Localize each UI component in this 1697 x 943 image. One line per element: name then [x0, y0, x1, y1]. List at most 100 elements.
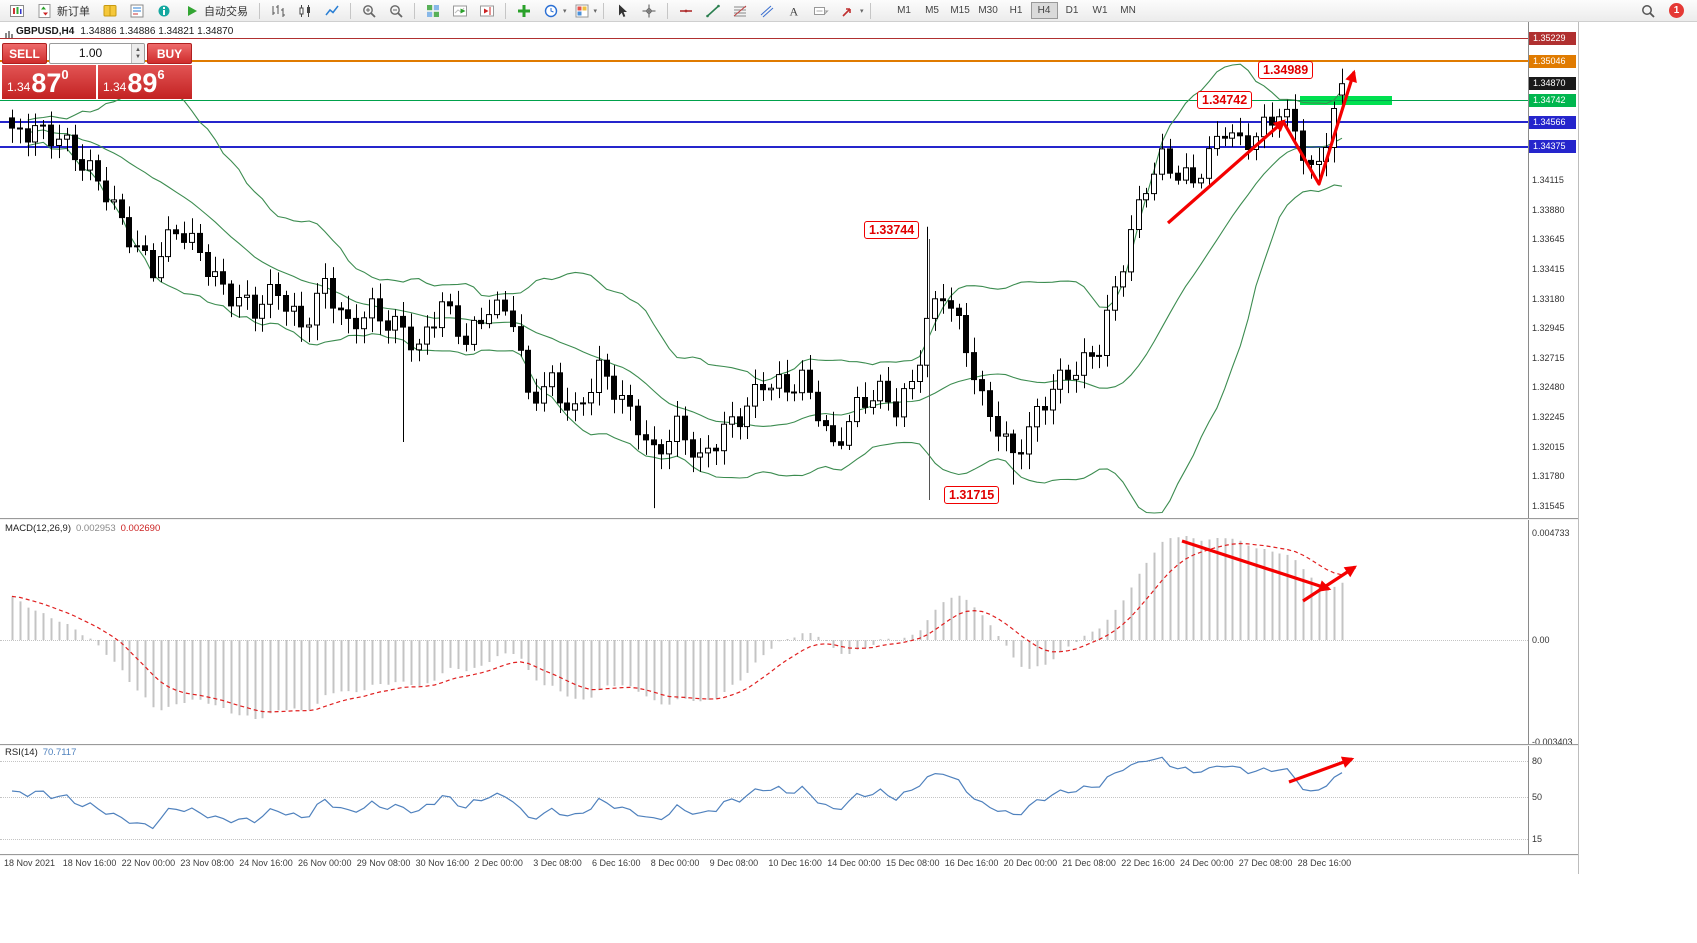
- macd-subwindow[interactable]: [0, 520, 1528, 744]
- price-axis-badge: 1.34566: [1529, 115, 1576, 129]
- crosshair-icon[interactable]: [637, 2, 661, 20]
- ask-sup-digit: 6: [157, 67, 165, 82]
- stepper-down-icon[interactable]: ▼: [135, 53, 141, 60]
- candlestick-chart-icon[interactable]: [293, 2, 317, 20]
- toolbar-separator: [869, 2, 871, 19]
- price-line[interactable]: [0, 121, 1528, 124]
- sell-button[interactable]: SELL: [2, 43, 47, 64]
- macd-value-main: 0.002953: [76, 523, 116, 534]
- zoom-in-icon[interactable]: [357, 2, 381, 20]
- fibonacci-tool-icon[interactable]: [728, 2, 752, 20]
- templates-caret-icon[interactable]: ▾: [593, 7, 598, 15]
- price-axis-label: 1.31780: [1532, 471, 1565, 482]
- search-icon[interactable]: [1636, 2, 1660, 20]
- price-axis-border: [1528, 22, 1529, 855]
- data-window-icon[interactable]: [152, 2, 176, 20]
- timeframe-button-MN[interactable]: MN: [1115, 2, 1142, 19]
- timeframe-button-M15[interactable]: M15: [947, 2, 974, 19]
- chart-title: GBPUSD,H4 1.34886 1.34886 1.34821 1.34870: [16, 26, 233, 37]
- macd-label: MACD(12,26,9) 0.002953 0.002690: [5, 523, 161, 534]
- price-line[interactable]: [0, 145, 1528, 148]
- volume-value[interactable]: 1.00: [78, 46, 103, 60]
- price-annotation-label[interactable]: 1.33744: [864, 221, 920, 239]
- autotrading-button[interactable]: 自动交易: [179, 2, 253, 20]
- timeframe-button-M1[interactable]: M1: [891, 2, 918, 19]
- timeframe-button-H4[interactable]: H4: [1030, 2, 1058, 19]
- toolbar-separator: [414, 2, 415, 19]
- rsi-level-label: 15: [1532, 834, 1543, 844]
- timeframe-button-W1[interactable]: W1: [1087, 2, 1114, 19]
- tile-windows-icon[interactable]: [421, 2, 445, 20]
- templates-icon[interactable]: [570, 2, 594, 20]
- ask-prefix: 1.34: [103, 80, 127, 94]
- price-line[interactable]: [0, 99, 1528, 101]
- timeframe-button-H1[interactable]: H1: [1003, 2, 1030, 19]
- panel-separator[interactable]: [0, 744, 1578, 746]
- time-axis-label: 26 Nov 00:00: [298, 858, 352, 868]
- time-axis-label: 22 Nov 00:00: [121, 858, 176, 868]
- autotrading-play-icon: [184, 2, 200, 20]
- ask-price-panel[interactable]: 1.34 89 6: [98, 65, 192, 99]
- arrows-tool-icon[interactable]: [836, 2, 860, 20]
- autotrading-label: 自动交易: [204, 5, 248, 18]
- cursor-icon[interactable]: [610, 2, 634, 20]
- arrows-caret-icon[interactable]: ▾: [860, 7, 864, 15]
- periods-icon[interactable]: [539, 2, 563, 20]
- svg-text:A: A: [790, 4, 799, 18]
- rsi-value: 70.7117: [42, 747, 77, 758]
- rsi-subwindow[interactable]: [0, 746, 1528, 854]
- chart-window-border: [1578, 22, 1579, 874]
- price-line[interactable]: [0, 37, 1528, 39]
- rsi-level-line: [0, 761, 1528, 762]
- label-tool-icon[interactable]: [809, 2, 833, 20]
- zoom-out-icon[interactable]: [384, 2, 408, 20]
- horizontal-line-tool-icon[interactable]: [674, 2, 698, 20]
- chart-area[interactable]: [0, 22, 1528, 518]
- periods-caret-icon[interactable]: ▾: [563, 7, 567, 15]
- volume-stepper[interactable]: ▲ ▼: [131, 44, 144, 63]
- text-tool-icon[interactable]: A: [782, 2, 806, 20]
- trendline-tool-icon[interactable]: [701, 2, 725, 20]
- chart-shift-icon[interactable]: [475, 2, 499, 20]
- bar-chart-icon[interactable]: [266, 2, 290, 20]
- panel-separator[interactable]: [0, 518, 1578, 520]
- price-axis-label: 1.32245: [1532, 412, 1565, 423]
- volume-input[interactable]: 1.00 ▲ ▼: [49, 43, 145, 64]
- bid-sup-digit: 0: [61, 67, 69, 82]
- panel-separator[interactable]: [0, 854, 1578, 856]
- price-annotation-label[interactable]: 1.31715: [944, 486, 1000, 504]
- rsi-level-line: [0, 797, 1528, 798]
- price-axis-label: 1.32715: [1532, 352, 1565, 363]
- time-axis-label: 9 Dec 08:00: [709, 858, 759, 868]
- line-chart-icon[interactable]: [320, 2, 344, 20]
- indicators-icon[interactable]: [512, 2, 536, 20]
- time-axis-label: 2 Dec 00:00: [474, 858, 523, 868]
- bid-price-panel[interactable]: 1.34 87 0: [2, 65, 96, 99]
- time-axis-label: 28 Dec 16:00: [1297, 858, 1352, 868]
- timeframe-button-M5[interactable]: M5: [919, 2, 946, 19]
- market-watch-icon[interactable]: [125, 2, 149, 20]
- channel-tool-icon[interactable]: [755, 2, 779, 20]
- macd-axis-label: -0.003403: [1532, 737, 1573, 747]
- price-axis[interactable]: [1529, 22, 1578, 855]
- rsi-label: RSI(14) 70.7117: [5, 747, 77, 758]
- time-axis-label: 21 Dec 08:00: [1062, 858, 1116, 868]
- timeframe-button-M30[interactable]: M30: [975, 2, 1002, 19]
- chart-window-icon[interactable]: [5, 2, 29, 20]
- price-line[interactable]: [0, 60, 1528, 63]
- toolbar: 新订单 自动交易 ▾ ▾ A ▾ M1 M5 M15 M30 H1 H4 D1 W1 MN: [0, 0, 1697, 22]
- buy-button[interactable]: BUY: [147, 43, 192, 64]
- auto-scroll-icon[interactable]: [448, 2, 472, 20]
- stepper-up-icon[interactable]: ▲: [135, 46, 141, 53]
- notification-badge[interactable]: 1: [1669, 3, 1684, 18]
- measure-vline[interactable]: [929, 239, 930, 500]
- price-annotation-label[interactable]: 1.34742: [1197, 91, 1253, 109]
- history-center-icon[interactable]: [98, 2, 122, 20]
- timeframe-button-D1[interactable]: D1: [1059, 2, 1086, 19]
- rsi-level-label: 50: [1532, 792, 1543, 802]
- price-axis-label: 1.34115: [1532, 174, 1564, 185]
- timeframe-toolbar: M1 M5 M15 M30 H1 H4 D1 W1 MN: [891, 2, 1142, 19]
- new-order-button[interactable]: 新订单: [32, 2, 95, 20]
- toolbar-separator: [259, 2, 260, 19]
- price-annotation-label[interactable]: 1.34989: [1258, 61, 1314, 79]
